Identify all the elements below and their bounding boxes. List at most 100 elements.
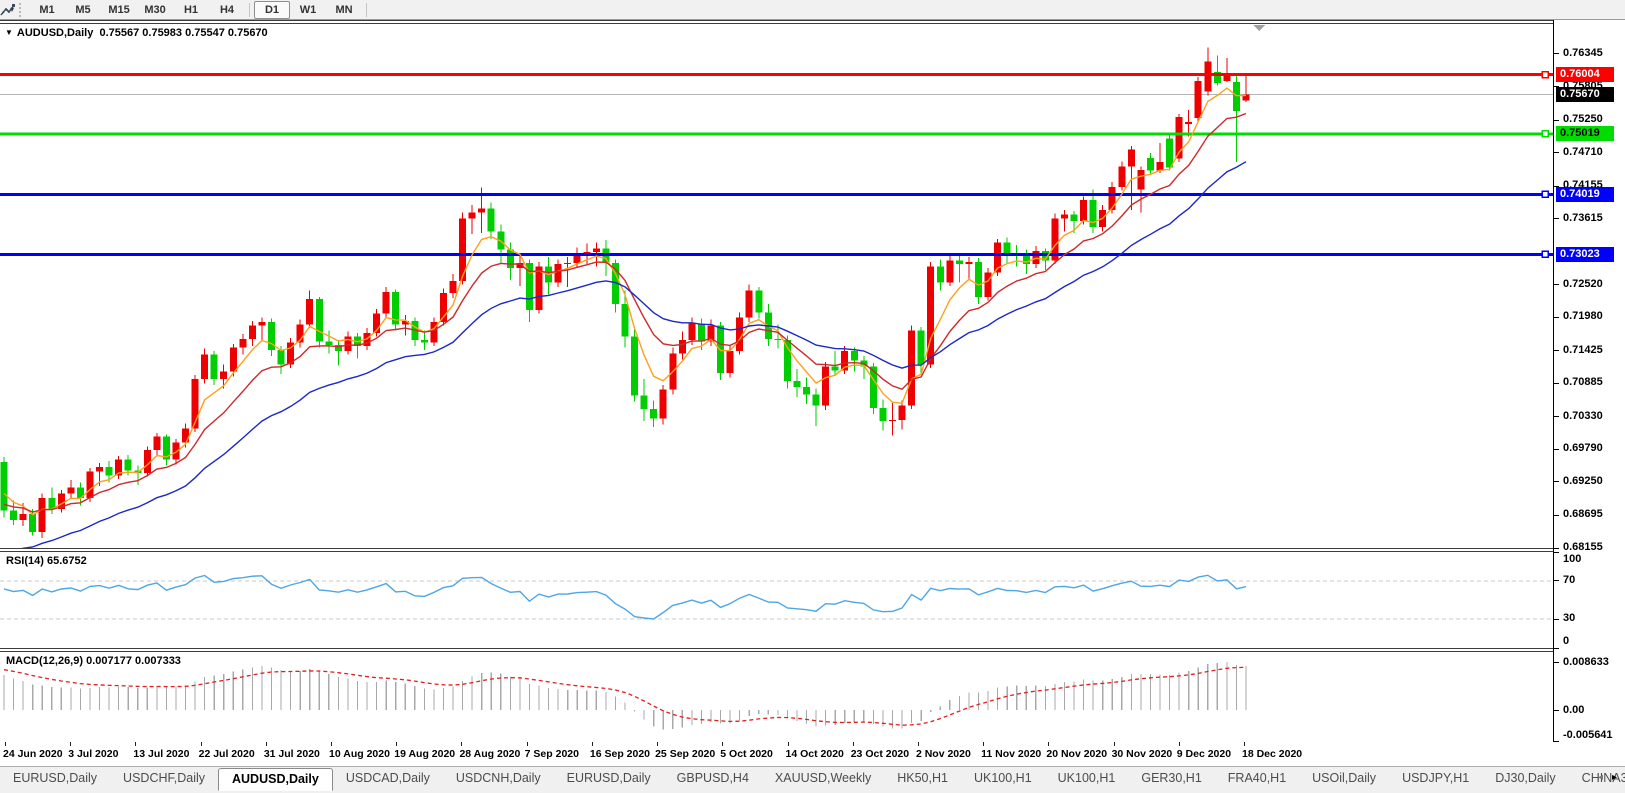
price-badge: 0.76004: [1556, 67, 1614, 83]
tab-usdjpy-h1[interactable]: USDJPY,H1: [1402, 771, 1470, 785]
candlestick: [889, 402, 897, 436]
collapse-triangle-icon[interactable]: ▼: [5, 28, 13, 37]
date-axis[interactable]: 24 Jun 2020 3 Jul 2020 13 Jul 2020 22 Jul 2…: [0, 742, 1553, 766]
candlestick: [373, 308, 381, 337]
panel-separator[interactable]: [0, 648, 1553, 649]
candlestick: [659, 384, 667, 425]
candlestick: [1166, 135, 1174, 171]
candlestick: [611, 259, 619, 313]
macd-histogram-bar: [1082, 679, 1085, 710]
candlestick: [1070, 211, 1078, 233]
macd-histogram-bar: [1216, 662, 1218, 710]
horizontal-level-line[interactable]: [0, 252, 1553, 256]
tab-dj30-daily[interactable]: DJ30,Daily: [1495, 771, 1556, 785]
candlestick: [459, 212, 467, 285]
candlestick: [1156, 142, 1164, 174]
tab-audusd-daily[interactable]: AUDUSD,Daily: [218, 768, 333, 791]
candlestick: [430, 317, 438, 347]
timeframe-button-m30[interactable]: M30: [144, 3, 166, 16]
timeframe-button-m15[interactable]: M15: [108, 3, 130, 16]
horizontal-level-line[interactable]: [0, 192, 1553, 196]
toolbar-grip-handle[interactable]: [19, 2, 24, 17]
candlestick: [86, 468, 94, 502]
macd-histogram-bar: [519, 678, 521, 710]
price-axis[interactable]: 0.76345 0.75805 0.75250 0.74710 0.74155 0.736…: [1553, 20, 1625, 742]
candlestick: [736, 312, 744, 355]
tab-eurusd-daily[interactable]: EURUSD,Daily: [566, 771, 651, 785]
macd-histogram-bar: [22, 681, 24, 710]
main-chart-canvas[interactable]: [0, 20, 1553, 548]
timeframe-button-d1[interactable]: D1: [254, 0, 291, 19]
date-label: 16 Sep 2020: [589, 748, 651, 760]
macd-histogram-bar: [1073, 681, 1075, 710]
macd-histogram-bar: [242, 669, 244, 710]
toolbar-dropdown-caret-icon[interactable]: ▾: [10, 5, 15, 14]
candlestick: [564, 256, 572, 288]
candlestick: [420, 330, 428, 350]
panel-separator[interactable]: [0, 651, 1553, 652]
candlestick: [850, 347, 858, 372]
macd-histogram-bar: [528, 684, 531, 710]
macd-indicator-canvas[interactable]: [0, 652, 1553, 742]
macd-histogram-bar: [1235, 664, 1238, 710]
macd-histogram-bar: [500, 673, 502, 710]
tab-usoil-daily[interactable]: USOil,Daily: [1312, 771, 1377, 785]
tab-eurusd-daily[interactable]: EURUSD,Daily: [13, 771, 98, 785]
date-label: 5 Oct 2020: [720, 748, 773, 760]
macd-histogram-bar: [930, 710, 932, 713]
candlestick: [392, 289, 400, 331]
tab-hk50-h1[interactable]: HK50,H1: [897, 771, 948, 785]
timeframe-button-mn[interactable]: MN: [335, 3, 353, 16]
tab-xauusd-weekly[interactable]: XAUUSD,Weekly: [774, 771, 872, 785]
macd-histogram-bar: [89, 687, 91, 710]
tab-ger30-h1[interactable]: GER30,H1: [1141, 771, 1202, 785]
timeframe-button-h4[interactable]: H4: [219, 3, 235, 16]
macd-histogram-bar: [204, 676, 206, 710]
tab-china300-h1[interactable]: CHINA300,H1: [1581, 771, 1625, 785]
timeframe-button-m1[interactable]: M1: [39, 3, 55, 16]
chart-ohlc-values: 0.75567 0.75983 0.75547 0.75670: [99, 27, 268, 39]
horizontal-level-line[interactable]: [0, 73, 1553, 77]
macd-histogram-bar: [643, 710, 645, 720]
macd-histogram-bar: [729, 710, 731, 724]
tab-usdcad-daily[interactable]: USDCAD,Daily: [345, 771, 430, 785]
timeframe-button-h1[interactable]: H1: [183, 3, 199, 16]
hline-handle[interactable]: [1541, 70, 1549, 79]
candlestick: [57, 489, 65, 513]
tab-usdcnh-daily[interactable]: USDCNH,Daily: [455, 771, 541, 785]
price-tick-label: 0.68695: [1563, 508, 1603, 521]
tab-uk100-h1[interactable]: UK100,H1: [1057, 771, 1116, 785]
tab-uk100-h1[interactable]: UK100,H1: [973, 771, 1032, 785]
tab-scroll-right-icon[interactable]: ▸: [1612, 772, 1618, 783]
date-label: 28 Aug 2020: [459, 748, 521, 760]
macd-histogram-bar: [882, 710, 884, 727]
tab-gbpusd-h4[interactable]: GBPUSD,H4: [676, 771, 749, 785]
macd-histogram-bar: [376, 681, 378, 710]
macd-histogram-bar: [786, 710, 789, 719]
candlestick: [974, 258, 982, 304]
macd-histogram-bar: [146, 687, 148, 710]
panel-separator[interactable]: [0, 548, 1553, 549]
rsi-scale-label: 0: [1563, 635, 1570, 647]
macd-histogram-bar: [414, 686, 416, 710]
candlestick: [822, 361, 830, 411]
chart-shift-marker[interactable]: [1253, 25, 1265, 31]
tab-scroll-left-icon[interactable]: ◂: [1598, 772, 1604, 783]
hline-handle[interactable]: [1541, 130, 1549, 138]
tab-fra40-h1[interactable]: FRA40,H1: [1227, 771, 1287, 785]
hline-handle[interactable]: [1541, 250, 1549, 259]
horizontal-level-line[interactable]: [0, 132, 1553, 136]
date-label: 22 Jul 2020: [198, 748, 255, 760]
tab-usdchf-daily[interactable]: USDCHF,Daily: [123, 771, 205, 785]
date-tick: [1178, 742, 1180, 746]
hline-handle[interactable]: [1541, 190, 1549, 199]
timeframe-button-w1[interactable]: W1: [299, 3, 317, 16]
macd-histogram-bar: [662, 710, 664, 730]
macd-histogram-bar: [452, 686, 454, 710]
timeframe-button-m5[interactable]: M5: [75, 3, 91, 16]
macd-histogram-bar: [156, 686, 158, 710]
panel-separator[interactable]: [0, 551, 1553, 552]
candlestick: [1242, 75, 1250, 102]
macd-histogram-bar: [681, 710, 683, 728]
rsi-indicator-canvas[interactable]: [0, 552, 1553, 648]
